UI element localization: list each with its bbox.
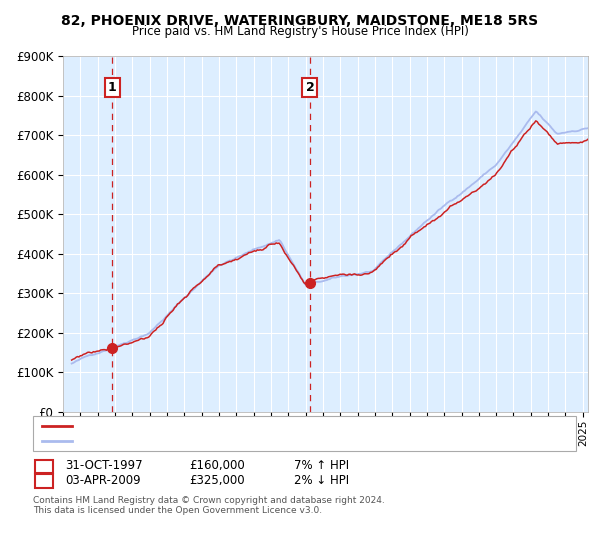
Text: 82, PHOENIX DRIVE, WATERINGBURY, MAIDSTONE, ME18 5RS: 82, PHOENIX DRIVE, WATERINGBURY, MAIDSTO… [61,14,539,28]
Text: 2: 2 [305,81,314,94]
Text: 2% ↓ HPI: 2% ↓ HPI [294,474,349,487]
Text: 1: 1 [107,81,116,94]
Text: 2: 2 [40,474,48,487]
Text: HPI: Average price, detached house, Tonbridge and Malling: HPI: Average price, detached house, Tonb… [77,436,365,446]
Text: 7% ↑ HPI: 7% ↑ HPI [294,459,349,473]
Text: 82, PHOENIX DRIVE, WATERINGBURY, MAIDSTONE, ME18 5RS (detached house): 82, PHOENIX DRIVE, WATERINGBURY, MAIDSTO… [77,421,466,431]
Text: £325,000: £325,000 [189,474,245,487]
Text: 1: 1 [40,459,48,473]
Text: Contains HM Land Registry data © Crown copyright and database right 2024.
This d: Contains HM Land Registry data © Crown c… [33,496,385,515]
Text: 31-OCT-1997: 31-OCT-1997 [65,459,142,473]
Text: £160,000: £160,000 [189,459,245,473]
Text: 03-APR-2009: 03-APR-2009 [65,474,140,487]
Text: Price paid vs. HM Land Registry's House Price Index (HPI): Price paid vs. HM Land Registry's House … [131,25,469,38]
